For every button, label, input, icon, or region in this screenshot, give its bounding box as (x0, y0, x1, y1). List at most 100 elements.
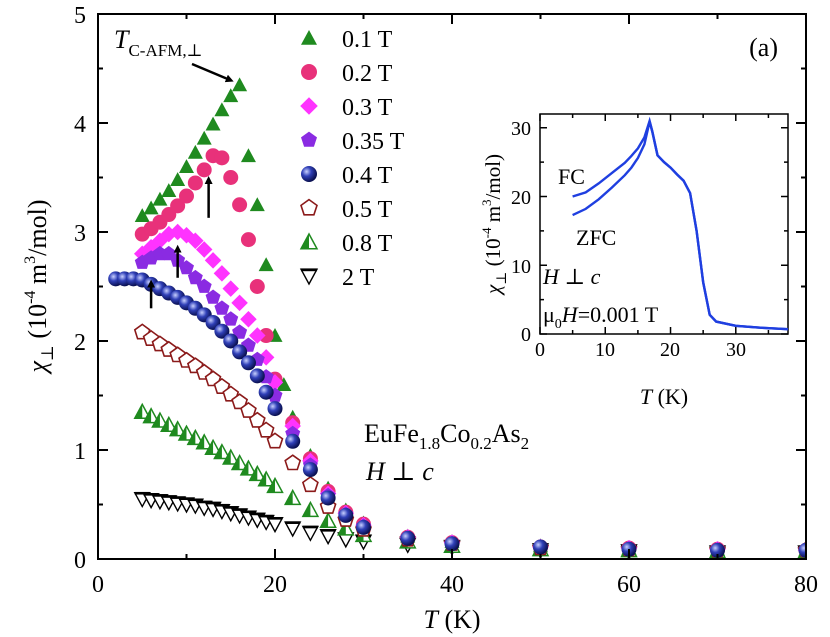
data-point (319, 528, 337, 546)
legend-label: 0.3 T (342, 95, 393, 121)
legend-marker (301, 30, 317, 45)
inset-y-tick-label: 10 (511, 256, 531, 278)
data-point-fill (187, 430, 196, 445)
data-point (266, 432, 284, 449)
inset-y-tick-label: 20 (511, 187, 531, 209)
data-point (258, 384, 274, 400)
x-tick-label: 40 (440, 572, 464, 598)
data-point-outline (301, 525, 320, 542)
data-point (222, 280, 239, 297)
data-point-fill (249, 466, 258, 481)
data-point-fill (214, 444, 222, 459)
data-point-fill (232, 455, 240, 470)
legend-marker (301, 131, 317, 147)
data-point-fill (143, 408, 152, 423)
data-point-fill (320, 513, 329, 528)
data-point (248, 411, 266, 428)
x-tick-label: 80 (794, 572, 818, 598)
data-point (232, 344, 248, 360)
data-point (232, 197, 248, 213)
legend-label: 0.5 T (342, 197, 393, 223)
data-point-fill (267, 478, 275, 493)
data-point (170, 172, 186, 187)
data-point (257, 421, 275, 438)
legend-label: 0.35 T (342, 129, 405, 155)
data-point (276, 377, 292, 391)
data-point-bar (152, 494, 168, 497)
data-point-bar (302, 525, 318, 529)
legend-marker (299, 268, 319, 286)
data-point (223, 170, 239, 185)
data-point (266, 516, 284, 534)
data-point (134, 208, 150, 223)
inset-x-tick-label: 0 (535, 339, 545, 361)
data-point (179, 260, 194, 275)
data-point-bar (161, 495, 177, 498)
data-point (285, 433, 301, 449)
data-point (161, 183, 177, 197)
data-series-layer (108, 77, 806, 559)
data-point (142, 407, 160, 424)
inset-x-tick-label: 30 (726, 339, 746, 361)
y-tick-label: 0 (74, 548, 86, 574)
data-point (232, 324, 248, 339)
inset-x-tick-label: 10 (595, 339, 615, 361)
legend-label: 0.8 T (342, 231, 393, 257)
data-point (143, 200, 159, 215)
data-point-bar (205, 501, 221, 505)
data-point-fill (152, 413, 160, 427)
data-point-bar (258, 514, 274, 518)
x-tick-label: 60 (617, 572, 641, 598)
data-point (221, 448, 240, 465)
data-point (152, 191, 168, 206)
data-point-outline (266, 517, 284, 534)
data-point (258, 328, 274, 344)
data-point-bar (214, 503, 230, 507)
data-point (223, 333, 239, 349)
data-point-bar (285, 521, 301, 524)
y-tick-label: 2 (74, 330, 86, 356)
data-point (204, 438, 222, 455)
data-point (195, 433, 213, 450)
data-point-bar (179, 497, 194, 500)
inset-frame (539, 113, 789, 335)
y-axis-label: χ⊥ (10-4 m3/mol) (22, 199, 57, 375)
data-point (239, 459, 258, 476)
data-point (160, 415, 178, 433)
data-point (320, 490, 336, 506)
data-point (214, 102, 230, 117)
data-point (133, 402, 152, 419)
data-point-bar (196, 500, 212, 504)
y-tick-label: 5 (74, 3, 86, 29)
data-point (710, 542, 725, 558)
x-tick-label: 20 (263, 572, 287, 598)
data-point (400, 530, 416, 546)
inset-x-axis-label: T (K) (640, 384, 688, 409)
data-point-bar (249, 512, 265, 516)
x-axis-label: T (K) (423, 605, 480, 634)
data-point (257, 470, 275, 487)
inset-x-tick-label: 20 (660, 339, 680, 361)
data-point (170, 198, 186, 214)
data-point (302, 462, 318, 478)
data-point-fill (179, 426, 187, 441)
data-point (213, 265, 231, 282)
data-point (196, 278, 212, 293)
data-point (151, 411, 169, 428)
legend-marker-outline (299, 268, 319, 286)
panel-label: (a) (749, 33, 778, 62)
data-point-fill (223, 450, 231, 465)
data-point-fill (258, 471, 267, 486)
data-point (179, 159, 194, 173)
data-point (533, 539, 548, 555)
data-point-bar (267, 516, 283, 520)
data-point (179, 188, 194, 204)
data-point (283, 488, 302, 506)
tc-annotation: TC-AFM,⊥ (114, 25, 203, 60)
data-point (258, 257, 274, 272)
data-point (319, 511, 337, 528)
legend-marker-bar (301, 268, 317, 272)
legend-marker (301, 166, 317, 182)
field-arrows (147, 176, 213, 309)
data-point-bar (320, 528, 336, 532)
